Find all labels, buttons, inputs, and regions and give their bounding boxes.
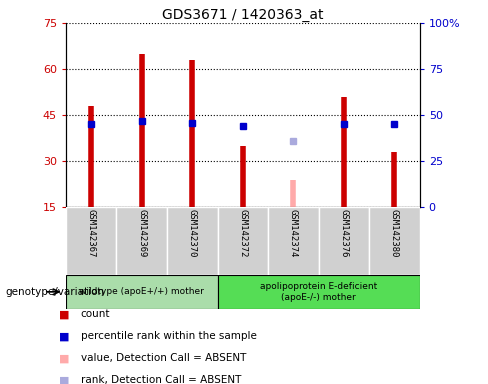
Bar [218, 275, 420, 309]
Bar [369, 207, 420, 275]
Text: ■: ■ [59, 375, 69, 384]
Text: wildtype (apoE+/+) mother: wildtype (apoE+/+) mother [79, 287, 204, 296]
Title: GDS3671 / 1420363_at: GDS3671 / 1420363_at [162, 8, 324, 22]
Bar [117, 207, 167, 275]
Bar [268, 207, 319, 275]
Text: genotype/variation: genotype/variation [5, 287, 104, 297]
Bar [319, 207, 369, 275]
Text: GSM142374: GSM142374 [289, 209, 298, 258]
Text: GSM142370: GSM142370 [188, 209, 197, 258]
Text: value, Detection Call = ABSENT: value, Detection Call = ABSENT [81, 353, 246, 363]
Bar [66, 207, 117, 275]
Text: GSM142380: GSM142380 [390, 209, 399, 258]
Text: GSM142376: GSM142376 [339, 209, 348, 258]
Text: percentile rank within the sample: percentile rank within the sample [81, 331, 256, 341]
Text: apolipoprotein E-deficient
(apoE-/-) mother: apolipoprotein E-deficient (apoE-/-) mot… [260, 282, 377, 301]
Text: ■: ■ [59, 353, 69, 363]
Bar [218, 207, 268, 275]
Text: GSM142369: GSM142369 [137, 209, 146, 258]
Text: rank, Detection Call = ABSENT: rank, Detection Call = ABSENT [81, 375, 241, 384]
Text: GSM142367: GSM142367 [87, 209, 96, 258]
Text: GSM142372: GSM142372 [238, 209, 247, 258]
Text: ■: ■ [59, 331, 69, 341]
Text: ■: ■ [59, 310, 69, 319]
Bar [66, 275, 218, 309]
Text: count: count [81, 310, 110, 319]
Bar [167, 207, 218, 275]
